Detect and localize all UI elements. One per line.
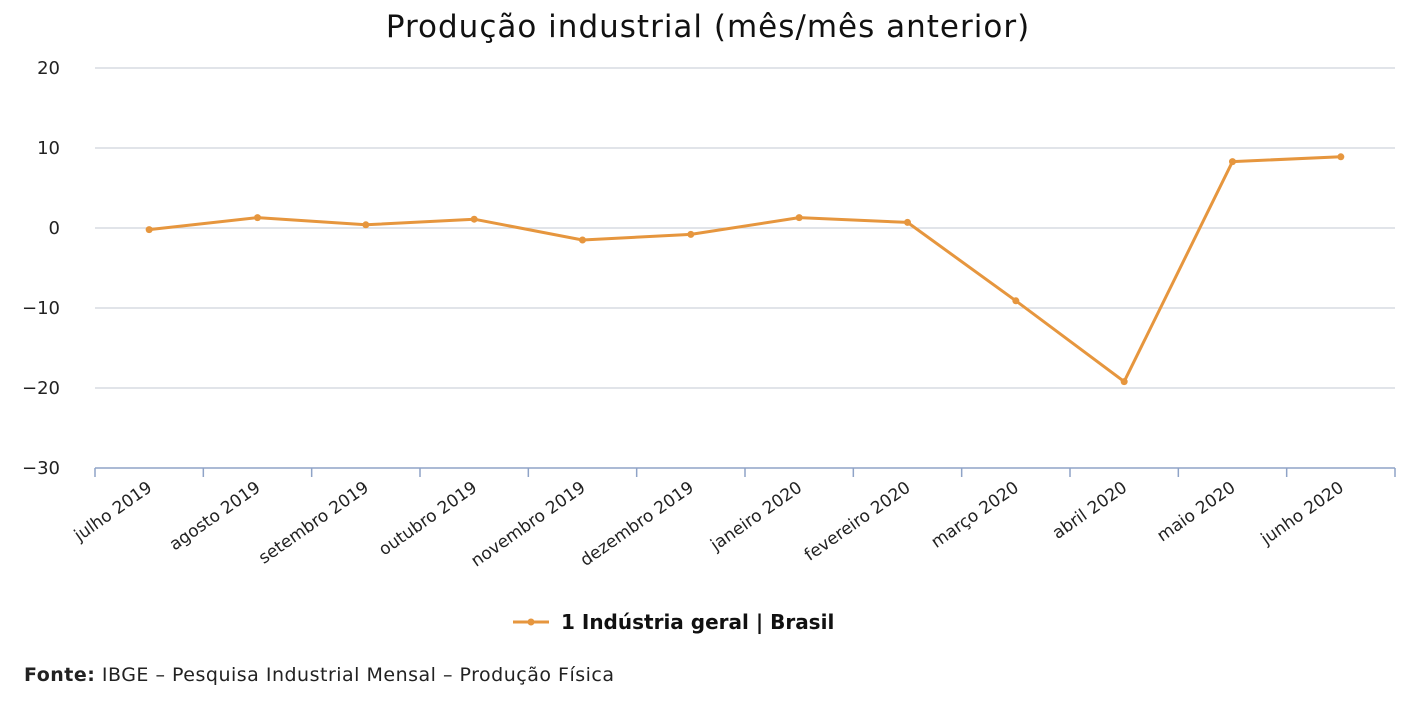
source-note: Fonte: IBGE – Pesquisa Industrial Mensal… [24, 664, 615, 686]
data-point [795, 214, 803, 222]
x-tick-label: novembro 2019 [468, 478, 590, 572]
x-tick-label: junho 2020 [1257, 478, 1348, 550]
y-tick-label: 20 [37, 58, 60, 79]
chart-title: Produção industrial (mês/mês anterior) [386, 9, 1030, 45]
x-tick-label: julho 2019 [70, 478, 156, 547]
data-point [1012, 297, 1020, 305]
data-point [1337, 153, 1345, 161]
y-axis-ticks: 20 10 0 −10 −20 −30 [22, 58, 60, 479]
data-point [1120, 378, 1128, 386]
legend-label: 1 Indústria geral | Brasil [561, 610, 834, 634]
x-tick-label: março 2020 [928, 478, 1023, 553]
x-tick-label: outubro 2019 [375, 478, 481, 560]
x-tick-label: fevereiro 2020 [801, 478, 914, 566]
x-tick-label: abril 2020 [1049, 478, 1131, 544]
data-point [687, 230, 695, 238]
source-label: Fonte: [24, 664, 96, 686]
data-point [145, 226, 153, 234]
y-tick-label: −30 [22, 458, 60, 479]
legend: 1 Indústria geral | Brasil [513, 610, 834, 634]
y-tick-label: −10 [22, 298, 60, 319]
data-point [470, 215, 478, 223]
y-tick-label: 0 [49, 218, 60, 239]
y-tick-label: 10 [37, 138, 60, 159]
x-tick-label: maio 2020 [1154, 478, 1240, 546]
legend-marker-swatch [527, 618, 535, 626]
x-tick-label: dezembro 2019 [577, 478, 698, 571]
grid-layer [95, 67, 1395, 389]
data-point [1229, 158, 1236, 166]
x-tick-label: janeiro 2020 [706, 478, 806, 556]
series-layer [145, 153, 1345, 386]
y-tick-label: −20 [22, 378, 60, 399]
data-point [254, 214, 261, 222]
data-point [904, 218, 911, 226]
x-tick-label: agosto 2019 [166, 478, 264, 555]
data-point [362, 221, 370, 229]
series-line [149, 155, 1341, 384]
source-text: IBGE – Pesquisa Industrial Mensal – Prod… [95, 664, 615, 686]
data-point [579, 236, 586, 244]
x-tick-label: setembro 2019 [255, 478, 373, 569]
